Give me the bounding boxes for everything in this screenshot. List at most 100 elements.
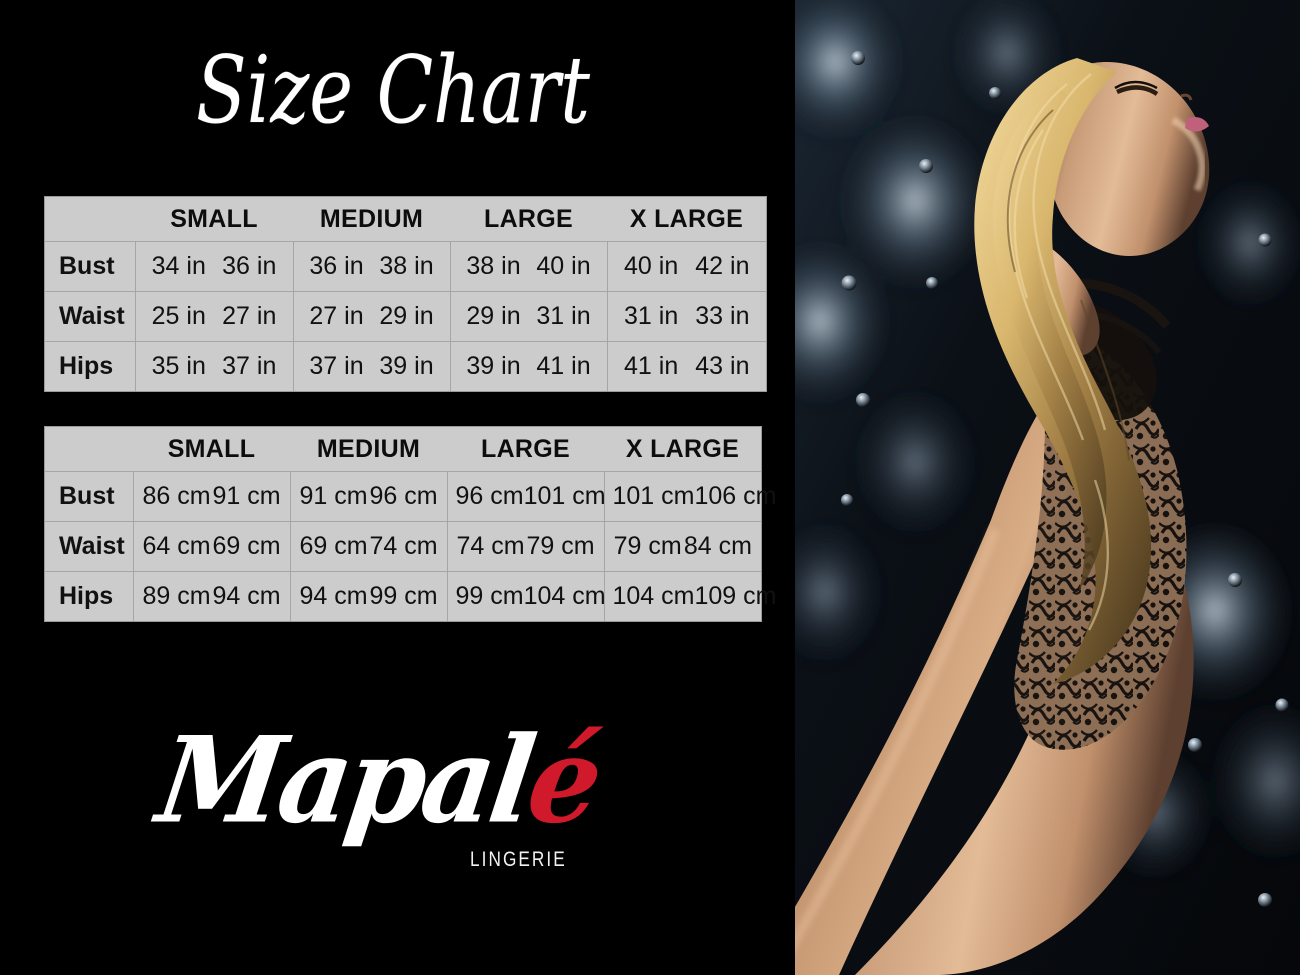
brand-name-main: Mapal [149, 711, 540, 851]
value-max: 27 in [222, 302, 277, 330]
value-max: 41 in [536, 352, 591, 380]
value-min: 34 in [151, 252, 206, 280]
cell-waist-small: 64 cm 69 cm [133, 521, 291, 572]
cell-waist-small: 25 in 27 in [135, 291, 294, 342]
value-max: 96 cm [369, 482, 438, 510]
value-min: 69 cm [299, 532, 368, 560]
cell-bust-large: 96 cm 101 cm [447, 471, 606, 522]
value-max: 38 in [379, 252, 434, 280]
table-header-row: SMALL MEDIUM LARGE X LARGE [45, 197, 766, 242]
row-label-bust: Bust [45, 241, 136, 292]
table-header-row: SMALL MEDIUM LARGE X LARGE [45, 427, 761, 472]
table-corner-cell [45, 197, 135, 242]
value-min: 35 in [151, 352, 206, 380]
table-row: Waist 64 cm 69 cm 69 cm 74 cm 74 cm 79 c… [45, 521, 761, 572]
value-max: 37 in [222, 352, 277, 380]
value-min: 86 cm [142, 482, 211, 510]
page-title: Size Chart [196, 36, 590, 145]
value-min: 104 cm [612, 582, 695, 610]
value-max: 36 in [222, 252, 277, 280]
row-label-waist: Waist [45, 521, 134, 572]
cell-hips-large: 39 in 41 in [450, 341, 608, 391]
value-max: 91 cm [212, 482, 281, 510]
value-max: 104 cm [523, 582, 606, 610]
value-max: 94 cm [212, 582, 281, 610]
cell-waist-medium: 69 cm 74 cm [290, 521, 448, 572]
value-min: 38 in [466, 252, 521, 280]
value-max: 33 in [695, 302, 750, 330]
value-min: 39 in [466, 352, 521, 380]
brand-logo: Mapalé LINGERIE [150, 711, 607, 887]
cell-bust-medium: 91 cm 96 cm [290, 471, 448, 522]
cell-hips-xlarge: 104 cm 109 cm [604, 571, 776, 621]
row-label-bust: Bust [45, 471, 134, 522]
value-min: 40 in [624, 252, 679, 280]
col-header-xlarge: X LARGE [607, 197, 766, 242]
cell-hips-small: 89 cm 94 cm [133, 571, 291, 621]
row-label-waist: Waist [45, 291, 136, 342]
value-max: 29 in [379, 302, 434, 330]
cell-waist-xlarge: 79 cm 84 cm [604, 521, 761, 572]
cell-hips-medium: 37 in 39 in [293, 341, 451, 391]
col-header-small: SMALL [133, 427, 290, 472]
value-min: 99 cm [455, 582, 524, 610]
value-max: 109 cm [694, 582, 777, 610]
value-max: 79 cm [526, 532, 595, 560]
value-min: 91 cm [299, 482, 368, 510]
table-row: Bust 34 in 36 in 36 in 38 in 38 in 40 in… [45, 241, 766, 292]
value-min: 101 cm [612, 482, 695, 510]
cell-bust-xlarge: 101 cm 106 cm [604, 471, 776, 522]
table-row: Waist 25 in 27 in 27 in 29 in 29 in 31 i… [45, 291, 766, 342]
model-photo-illustration [795, 0, 1300, 975]
size-table-inches: SMALL MEDIUM LARGE X LARGE Bust 34 in 36… [45, 197, 766, 391]
value-min: 96 cm [455, 482, 524, 510]
value-min: 36 in [309, 252, 364, 280]
value-max: 106 cm [694, 482, 777, 510]
table-row: Hips 35 in 37 in 37 in 39 in 39 in 41 in… [45, 341, 766, 391]
cell-waist-large: 74 cm 79 cm [447, 521, 605, 572]
cell-waist-large: 29 in 31 in [450, 291, 608, 342]
col-header-large: LARGE [447, 427, 604, 472]
value-max: 69 cm [212, 532, 281, 560]
brand-tagline: LINGERIE [470, 848, 567, 871]
value-max: 43 in [695, 352, 750, 380]
value-min: 94 cm [299, 582, 368, 610]
cell-bust-small: 86 cm 91 cm [133, 471, 291, 522]
value-max: 39 in [379, 352, 434, 380]
row-label-hips: Hips [45, 571, 134, 621]
table-row: Hips 89 cm 94 cm 94 cm 99 cm 99 cm 104 c… [45, 571, 776, 621]
col-header-large: LARGE [450, 197, 607, 242]
cell-waist-medium: 27 in 29 in [293, 291, 451, 342]
col-header-xlarge: X LARGE [604, 427, 761, 472]
value-min: 64 cm [142, 532, 211, 560]
cell-bust-xlarge: 40 in 42 in [607, 241, 766, 292]
value-max: 99 cm [369, 582, 438, 610]
value-max: 42 in [695, 252, 750, 280]
brand-wordmark: Mapalé [150, 711, 607, 850]
value-min: 25 in [151, 302, 206, 330]
value-min: 27 in [309, 302, 364, 330]
value-min: 89 cm [142, 582, 211, 610]
value-max: 40 in [536, 252, 591, 280]
size-table-centimeters: SMALL MEDIUM LARGE X LARGE Bust 86 cm 91… [45, 427, 776, 621]
table-row: Bust 86 cm 91 cm 91 cm 96 cm 96 cm 101 c… [45, 471, 776, 522]
value-max: 101 cm [523, 482, 606, 510]
value-min: 79 cm [613, 532, 682, 560]
value-min: 74 cm [456, 532, 525, 560]
col-header-medium: MEDIUM [293, 197, 450, 242]
value-max: 84 cm [683, 532, 752, 560]
model-photo [795, 0, 1300, 975]
table-corner-cell [45, 427, 133, 472]
value-min: 37 in [309, 352, 364, 380]
cell-bust-medium: 36 in 38 in [293, 241, 451, 292]
col-header-medium: MEDIUM [290, 427, 447, 472]
cell-bust-large: 38 in 40 in [450, 241, 608, 292]
cell-hips-medium: 94 cm 99 cm [290, 571, 448, 621]
value-min: 31 in [624, 302, 679, 330]
row-label-hips: Hips [45, 341, 136, 391]
cell-hips-xlarge: 41 in 43 in [607, 341, 766, 391]
cell-hips-large: 99 cm 104 cm [447, 571, 606, 621]
cell-bust-small: 34 in 36 in [135, 241, 294, 292]
cell-waist-xlarge: 31 in 33 in [607, 291, 766, 342]
